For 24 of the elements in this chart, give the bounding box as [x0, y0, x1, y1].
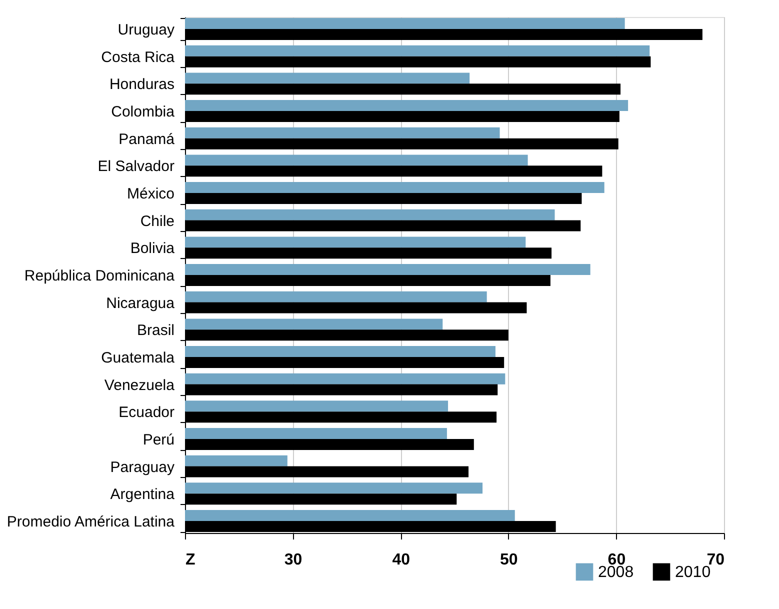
y-tick-label: Guatemala: [101, 349, 176, 366]
legend-label: 2010: [675, 564, 711, 581]
x-tick-label: 40: [392, 552, 410, 568]
y-tick-label: Colombia: [111, 104, 176, 121]
y-tick-label: Ecuador: [118, 404, 174, 422]
x-tick-label: 30: [284, 552, 302, 568]
y-tick-label: Costa Rica: [101, 48, 176, 66]
y-tick-label: Bolivia: [130, 240, 176, 258]
y-tick-label: Perú: [142, 431, 174, 448]
y-tick-label: Promedio América Latina: [6, 513, 176, 530]
y-tick-label: Panamá: [118, 130, 176, 148]
x-tick-label: Z: [186, 552, 196, 568]
y-tick-label: Brasil: [136, 322, 174, 340]
y-tick-label: República Dominicana: [24, 268, 176, 284]
y-tick-label: El Salvador: [98, 158, 174, 176]
y-tick-label: Argentina: [110, 486, 176, 504]
y-tick-label: Honduras: [109, 76, 174, 94]
y-tick-label: Uruguay: [118, 22, 175, 39]
y-tick-label: México: [126, 186, 174, 203]
y-tick-label: Venezuela: [104, 376, 176, 394]
y-tick-label: Nicaragua: [106, 294, 176, 312]
x-tick-label: 50: [500, 552, 518, 568]
y-tick-label: Chile: [140, 212, 174, 230]
y-tick-label: Paraguay: [110, 458, 175, 476]
